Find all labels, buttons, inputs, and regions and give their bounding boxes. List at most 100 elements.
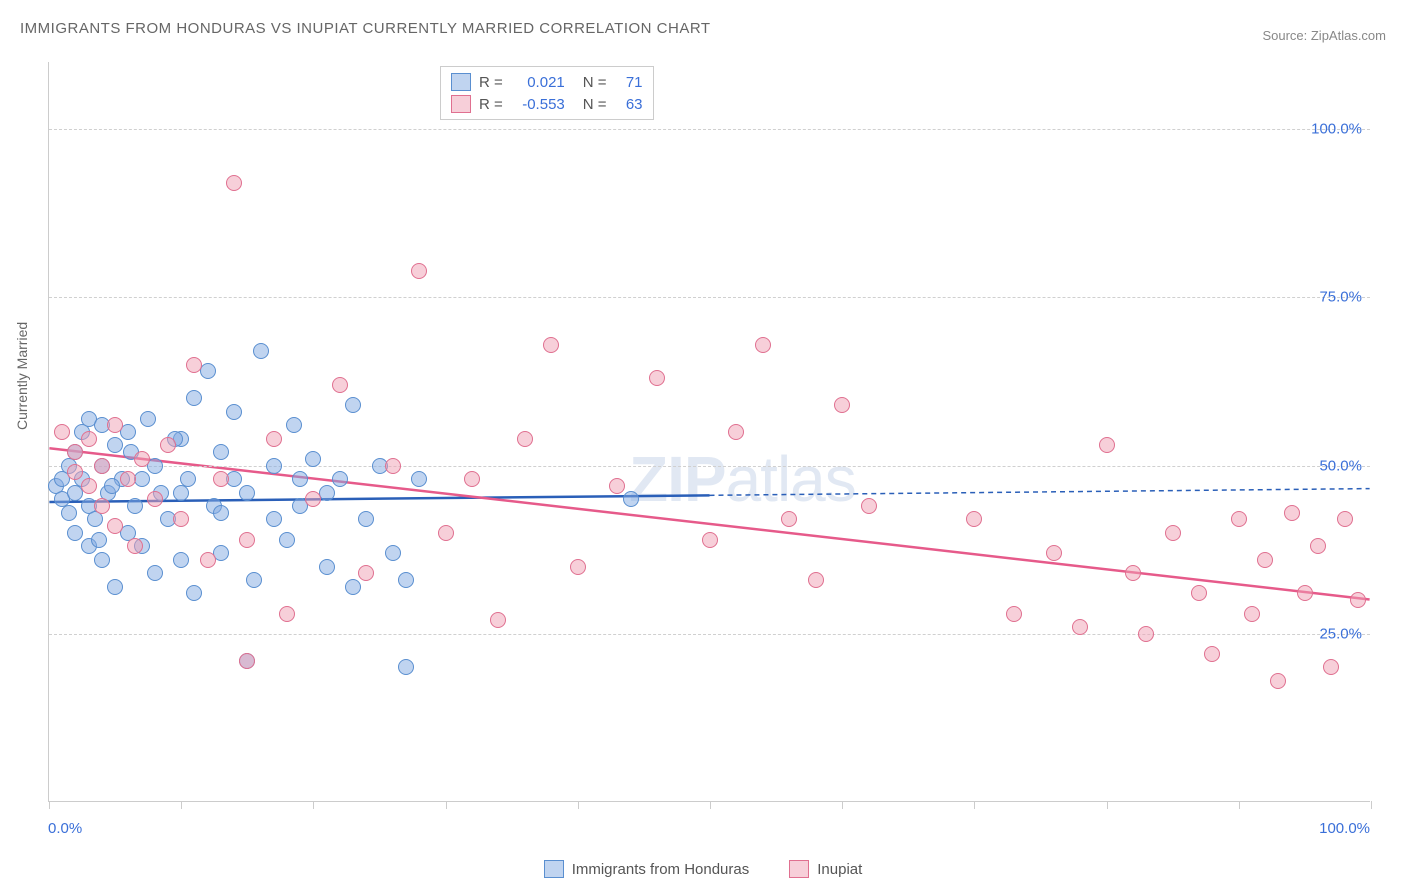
data-point [54,424,70,440]
data-point [67,525,83,541]
y-tick-label: 50.0% [1319,457,1362,474]
data-point [1350,592,1366,608]
data-point [1297,585,1313,601]
data-point [266,511,282,527]
x-tick [446,801,447,809]
data-point [1337,511,1353,527]
legend-series-item: Inupiat [789,860,862,878]
legend-swatch [544,860,564,878]
data-point [464,471,480,487]
data-point [1165,525,1181,541]
x-tick [313,801,314,809]
legend-r-value: -0.553 [511,96,565,113]
data-point [570,559,586,575]
data-point [861,498,877,514]
data-point [104,478,120,494]
data-point [173,485,189,501]
data-point [1270,673,1286,689]
x-axis-label-min: 0.0% [48,820,82,837]
data-point [1099,437,1115,453]
data-point [140,411,156,427]
data-point [127,538,143,554]
data-point [160,437,176,453]
series-legend: Immigrants from Honduras Inupiat [0,860,1406,878]
legend-n-label: N = [583,96,607,113]
data-point [67,464,83,480]
data-point [543,337,559,353]
y-tick-label: 75.0% [1319,289,1362,306]
legend-series-name: Inupiat [817,861,862,878]
data-point [279,532,295,548]
legend-n-label: N = [583,74,607,91]
data-point [305,491,321,507]
data-point [173,511,189,527]
data-point [91,532,107,548]
source-prefix: Source: [1262,28,1310,43]
data-point [1323,659,1339,675]
data-point [385,545,401,561]
data-point [253,343,269,359]
legend-n-value: 63 [615,96,643,113]
data-point [134,451,150,467]
data-point [213,505,229,521]
data-point [305,451,321,467]
data-point [239,485,255,501]
data-point [107,579,123,595]
data-point [120,471,136,487]
data-point [94,498,110,514]
data-point [490,612,506,628]
data-point [213,444,229,460]
data-point [1310,538,1326,554]
data-point [411,263,427,279]
data-point [239,653,255,669]
legend-row: R = -0.553 N = 63 [451,93,643,115]
data-point [286,417,302,433]
legend-swatch [451,95,471,113]
data-point [1257,552,1273,568]
data-point [438,525,454,541]
data-point [173,552,189,568]
legend-n-value: 71 [615,74,643,91]
chart-title: IMMIGRANTS FROM HONDURAS VS INUPIAT CURR… [20,20,711,37]
gridline [49,466,1370,467]
legend-r-value: 0.021 [511,74,565,91]
x-tick [1371,801,1372,809]
data-point [147,491,163,507]
scatter-chart: ZIPatlas 25.0%50.0%75.0%100.0% [48,62,1370,802]
data-point [808,572,824,588]
data-point [398,572,414,588]
x-tick [1239,801,1240,809]
gridline [49,634,1370,635]
data-point [1231,511,1247,527]
data-point [266,458,282,474]
data-point [332,377,348,393]
data-point [239,532,255,548]
data-point [1284,505,1300,521]
legend-series-item: Immigrants from Honduras [544,860,750,878]
source-attribution: Source: ZipAtlas.com [1262,28,1386,43]
legend-r-label: R = [479,96,503,113]
y-tick-label: 100.0% [1311,121,1362,138]
data-point [385,458,401,474]
x-tick [49,801,50,809]
data-point [94,552,110,568]
y-tick-label: 25.0% [1319,625,1362,642]
data-point [649,370,665,386]
data-point [358,511,374,527]
data-point [1046,545,1062,561]
data-point [728,424,744,440]
data-point [107,437,123,453]
x-tick [974,801,975,809]
data-point [279,606,295,622]
trend-lines [49,62,1370,801]
data-point [81,478,97,494]
data-point [266,431,282,447]
data-point [345,397,361,413]
data-point [186,357,202,373]
legend-series-name: Immigrants from Honduras [572,861,750,878]
data-point [411,471,427,487]
data-point [186,585,202,601]
data-point [1006,606,1022,622]
data-point [1125,565,1141,581]
data-point [319,559,335,575]
